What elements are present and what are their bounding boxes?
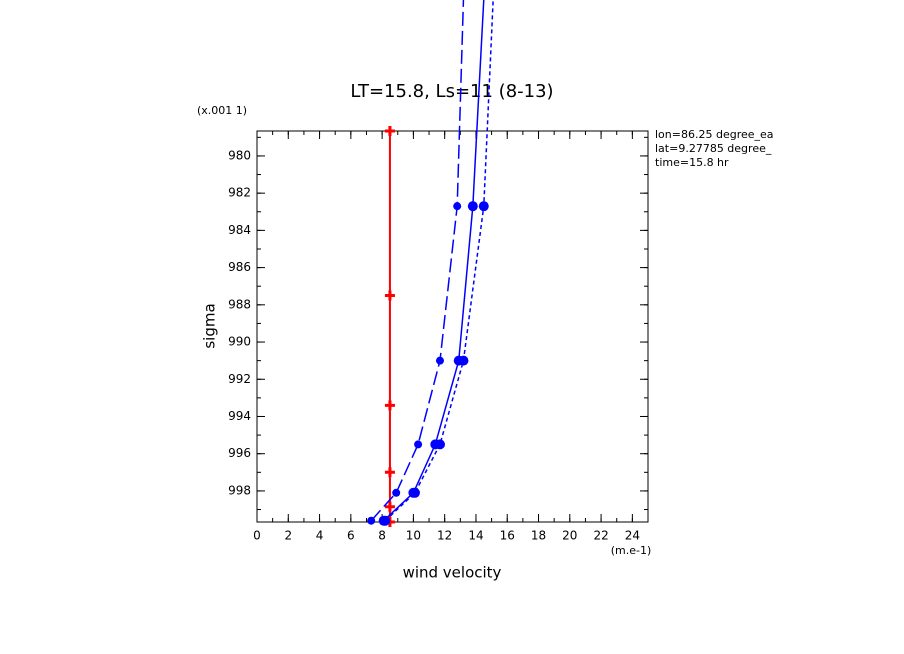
- y-tick-label: 986: [228, 260, 251, 274]
- y-axis-label: sigma: [201, 303, 219, 348]
- point: [458, 355, 469, 366]
- y-units: (x.001 1): [197, 104, 247, 117]
- point: [380, 515, 391, 526]
- x-tick-label: 18: [531, 529, 546, 543]
- y-tick-label: 992: [228, 372, 251, 386]
- y-tick-label: 998: [228, 483, 251, 497]
- y-tick-label: 994: [228, 409, 251, 423]
- x-tick-label: 16: [500, 529, 515, 543]
- x-tick-label: 0: [253, 529, 261, 543]
- point: [384, 400, 395, 411]
- point: [367, 516, 376, 525]
- y-tick-label: 982: [228, 186, 251, 200]
- x-tick-label: 2: [284, 529, 292, 543]
- point: [392, 488, 401, 497]
- point: [384, 290, 395, 301]
- point: [453, 202, 462, 211]
- profile-line: [370, 0, 465, 522]
- x-tick-label: 10: [406, 529, 421, 543]
- y-tick-label: 988: [228, 297, 251, 311]
- x-tick-label: 12: [437, 529, 452, 543]
- y-tick-label: 984: [228, 223, 251, 237]
- point: [409, 487, 420, 498]
- annotation: lon=86.25 degree_ea: [655, 128, 774, 141]
- x-tick-label: 4: [316, 529, 324, 543]
- point: [478, 201, 489, 212]
- x-units: (m.e-1): [611, 544, 652, 557]
- point: [467, 201, 478, 212]
- x-tick-label: 20: [562, 529, 577, 543]
- point: [384, 467, 395, 478]
- x-axis-label: wind velocity: [403, 564, 502, 582]
- point: [414, 440, 423, 449]
- chart-title: LT=15.8, Ls=11 (8-13): [350, 81, 553, 102]
- point: [384, 501, 395, 512]
- y-tick-label: 980: [228, 148, 251, 162]
- point: [434, 439, 445, 450]
- profile-line: [384, 0, 494, 522]
- y-tick-label: 996: [228, 446, 251, 460]
- annotation: time=15.8 hr: [655, 156, 729, 169]
- point: [435, 356, 444, 365]
- point: [384, 126, 395, 136]
- x-tick-label: 22: [593, 529, 608, 543]
- x-tick-label: 8: [378, 529, 386, 543]
- x-tick-label: 24: [625, 529, 640, 543]
- y-tick-label: 990: [228, 335, 251, 349]
- x-tick-label: 6: [347, 529, 355, 543]
- plot-frame: [256, 130, 649, 523]
- profile-line: [383, 0, 485, 522]
- annotation: lat=9.27785 degree_: [655, 142, 772, 155]
- x-tick-label: 14: [468, 529, 483, 543]
